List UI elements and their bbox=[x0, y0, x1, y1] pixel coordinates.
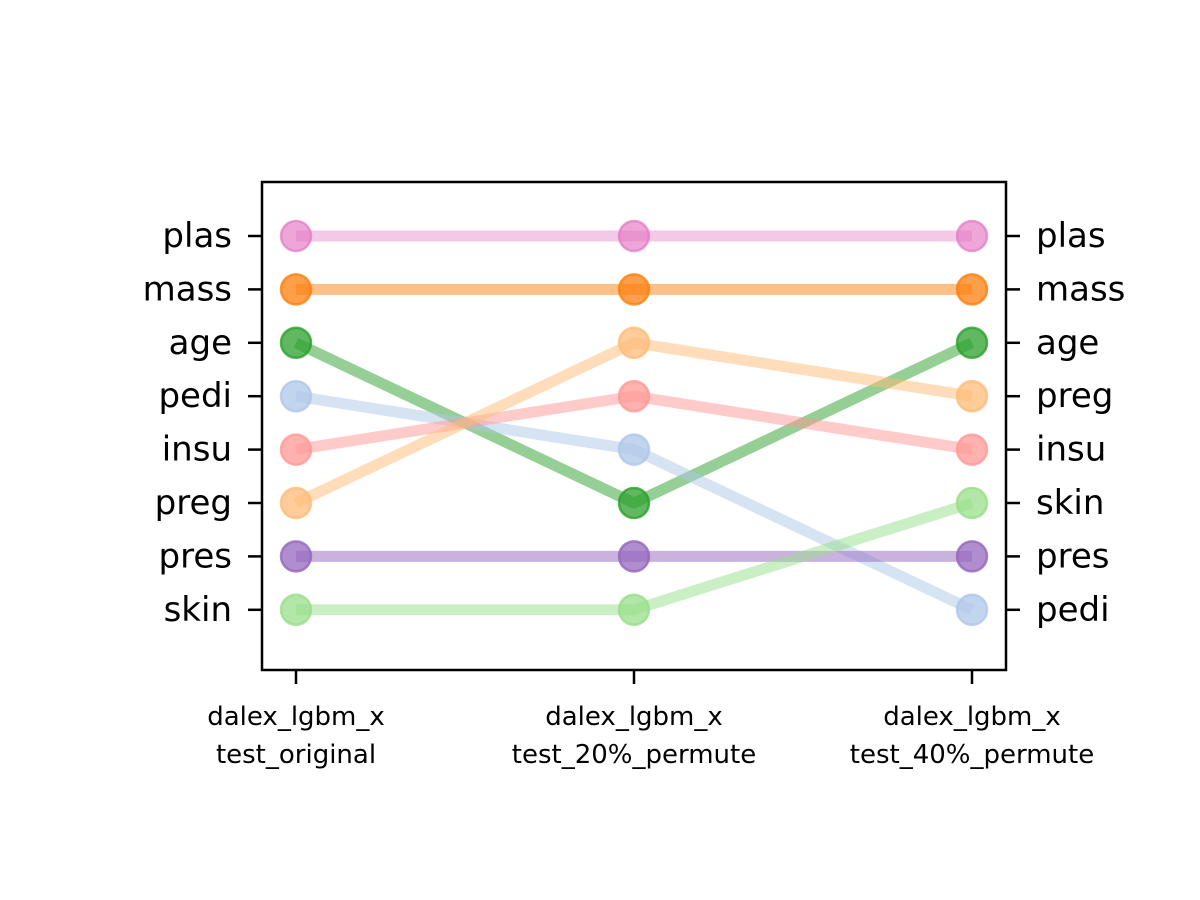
x-tick-label: dalex_lgbm_x test_original bbox=[207, 702, 385, 770]
marker-pedi-2 bbox=[617, 433, 651, 466]
marker-age-1 bbox=[279, 326, 313, 360]
left-y-axis: plas mass age pedi insu preg pres skin bbox=[143, 216, 262, 630]
series-line-age bbox=[293, 337, 975, 509]
marker-preg-1 bbox=[279, 486, 313, 520]
marker-pres-2 bbox=[617, 540, 651, 573]
left-tick-label: insu bbox=[162, 430, 232, 470]
marker-plas-1 bbox=[279, 219, 313, 253]
marker-pres-1 bbox=[279, 540, 313, 573]
right-tick-label: age bbox=[1036, 323, 1099, 363]
left-tick-label: age bbox=[169, 323, 232, 363]
marker-age-3 bbox=[955, 326, 989, 360]
right-tick-label: pres bbox=[1036, 536, 1109, 576]
marker-insu-1 bbox=[279, 433, 313, 466]
marker-plas-3 bbox=[955, 219, 989, 253]
right-tick-label: preg bbox=[1036, 376, 1113, 416]
x-tick-label: dalex_lgbm_x test_20%_permute bbox=[512, 702, 756, 770]
left-tick-label: mass bbox=[143, 269, 232, 309]
left-tick-label: skin bbox=[164, 590, 232, 630]
right-tick-label: insu bbox=[1036, 430, 1106, 470]
left-tick-label: pres bbox=[159, 536, 232, 576]
right-tick-label: pedi bbox=[1036, 590, 1110, 630]
marker-mass-1 bbox=[279, 273, 313, 306]
marker-pres-3 bbox=[955, 540, 989, 573]
marker-mass-3 bbox=[955, 273, 989, 306]
marker-age-2 bbox=[617, 486, 651, 520]
x-tick-label: dalex_lgbm_x test_40%_permute bbox=[850, 702, 1094, 770]
left-tick-label: preg bbox=[155, 483, 232, 523]
marker-mass-2 bbox=[617, 273, 651, 306]
series-markers bbox=[279, 219, 989, 627]
x-axis: dalex_lgbm_x test_original dalex_lgbm_x tes… bbox=[207, 670, 1094, 770]
marker-plas-2 bbox=[617, 219, 651, 253]
marker-skin-3 bbox=[955, 486, 989, 520]
series-line-preg bbox=[293, 337, 973, 508]
right-y-axis: plas mass age preg insu skin pres pedi bbox=[1006, 216, 1125, 630]
marker-preg-3 bbox=[955, 379, 989, 413]
left-tick-label: plas bbox=[162, 216, 232, 256]
left-tick-label: pedi bbox=[158, 376, 232, 416]
marker-preg-2 bbox=[617, 326, 651, 360]
marker-skin-2 bbox=[617, 593, 651, 627]
marker-pedi-3 bbox=[955, 593, 989, 627]
marker-pedi-1 bbox=[279, 379, 313, 413]
marker-skin-1 bbox=[279, 593, 313, 627]
marker-insu-3 bbox=[955, 433, 989, 466]
right-tick-label: skin bbox=[1036, 483, 1104, 523]
marker-insu-2 bbox=[617, 379, 651, 413]
right-tick-label: mass bbox=[1036, 269, 1125, 309]
right-tick-label: plas bbox=[1036, 216, 1106, 256]
